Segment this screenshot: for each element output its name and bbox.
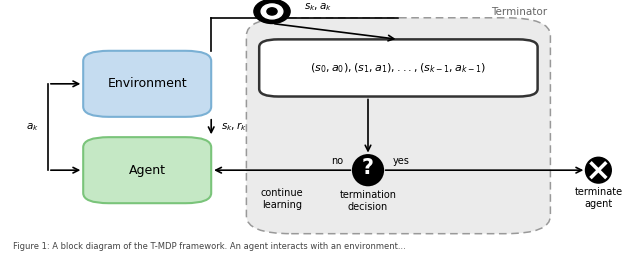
Ellipse shape	[254, 0, 290, 24]
Text: yes: yes	[392, 156, 409, 166]
Text: $s_k, a_k$: $s_k, a_k$	[303, 2, 332, 13]
Text: Agent: Agent	[129, 164, 166, 177]
Text: Environment: Environment	[108, 77, 187, 90]
Text: $(s_0, a_0), (s_1, a_1), ..., (s_{k-1}, a_{k-1})$: $(s_0, a_0), (s_1, a_1), ..., (s_{k-1}, …	[310, 61, 486, 75]
Text: ?: ?	[362, 158, 374, 178]
FancyBboxPatch shape	[83, 51, 211, 117]
Text: $a_k$: $a_k$	[26, 121, 38, 133]
FancyBboxPatch shape	[259, 39, 538, 97]
Text: no: no	[332, 156, 344, 166]
Text: termination
decision: termination decision	[339, 190, 397, 212]
Text: Figure 1: A block diagram of the T-MDP framework. An agent interacts with an env: Figure 1: A block diagram of the T-MDP f…	[13, 243, 406, 251]
Text: Terminator: Terminator	[491, 7, 547, 17]
Ellipse shape	[261, 4, 283, 19]
Ellipse shape	[267, 8, 277, 15]
Text: continue
learning: continue learning	[261, 188, 303, 210]
Text: terminate
agent: terminate agent	[574, 187, 623, 209]
Ellipse shape	[353, 155, 383, 185]
FancyBboxPatch shape	[246, 18, 550, 234]
Ellipse shape	[586, 158, 611, 182]
FancyBboxPatch shape	[83, 137, 211, 203]
Text: $s_k, r_k$: $s_k, r_k$	[221, 121, 247, 133]
